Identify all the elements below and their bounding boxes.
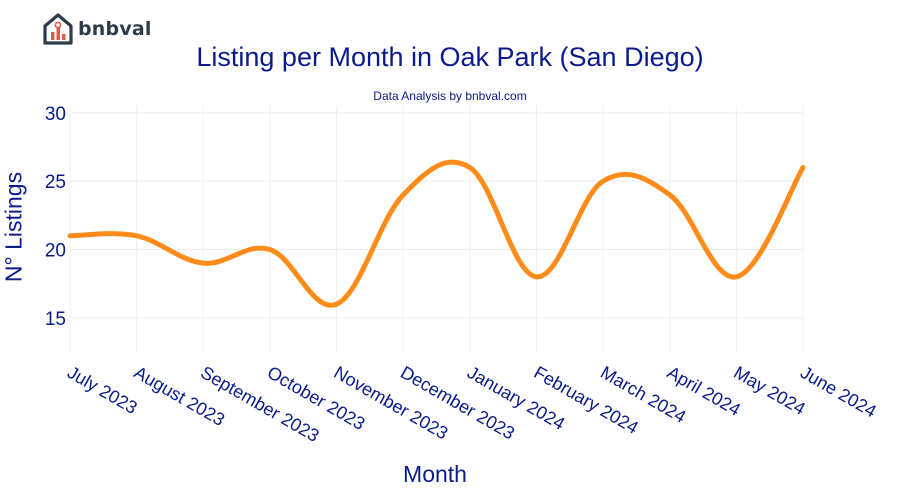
x-axis-label: Month — [403, 461, 467, 487]
brand-name: bnbval — [78, 18, 152, 40]
house-chart-icon — [43, 13, 73, 45]
series-line — [67, 159, 806, 308]
x-tick-label: July 2023 — [64, 362, 141, 418]
chart-title: Listing per Month in Oak Park (San Diego… — [196, 42, 704, 72]
x-tick-label: June 2024 — [797, 362, 880, 421]
y-axis-ticks: 15 20 25 30 — [45, 104, 66, 330]
x-tick-label: September 2023 — [197, 362, 322, 446]
y-axis-label: N° Listings — [0, 171, 27, 283]
chart-subtitle: Data Analysis by bnbval.com — [373, 89, 527, 103]
x-tick-label: November 2023 — [331, 362, 452, 443]
chart-grid — [69, 106, 804, 352]
x-tick-label: May 2024 — [730, 362, 808, 419]
y-tick-label: 20 — [45, 241, 66, 262]
brand-logo: bnbval — [42, 12, 152, 46]
x-tick-label: December 2023 — [397, 362, 518, 443]
y-tick-label: 25 — [45, 172, 66, 193]
y-tick-label: 30 — [45, 104, 66, 125]
y-tick-label: 15 — [45, 309, 66, 330]
chart-series — [67, 159, 806, 308]
